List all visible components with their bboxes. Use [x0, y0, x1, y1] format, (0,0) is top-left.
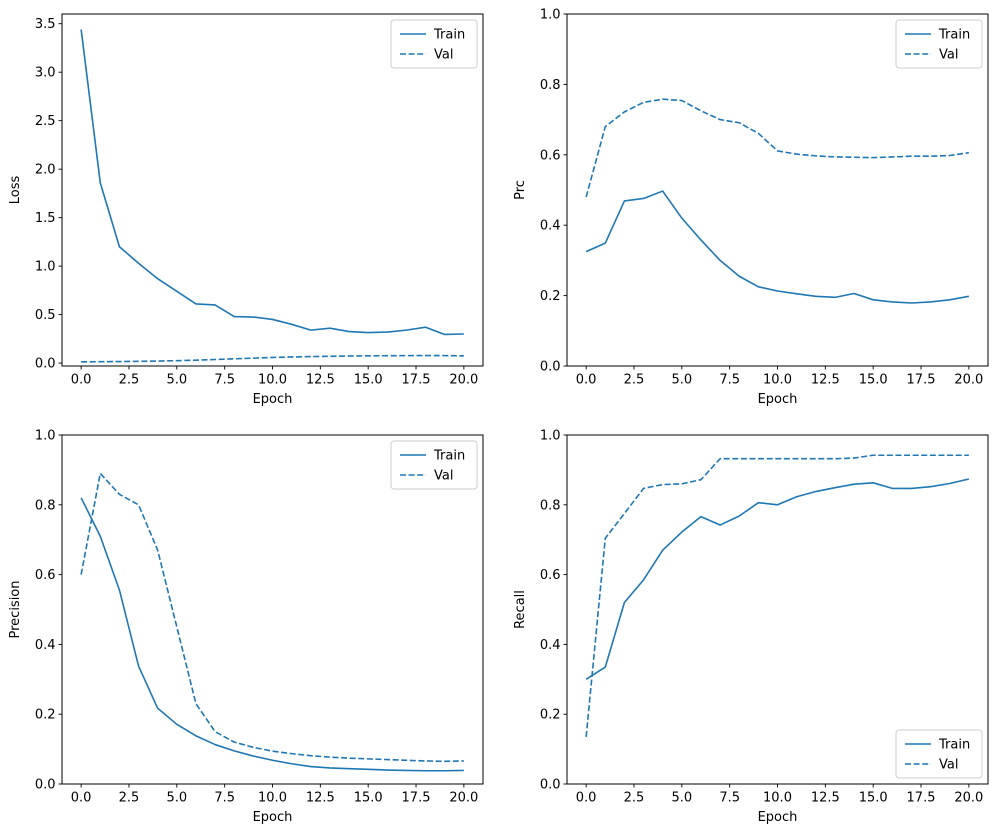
loss-chart-canvas: 0.0 2.5 5.0 7.5 10.0 12.5 15.0 17.5 20.0 0.0 0.5 1.…	[8, 13, 484, 407]
prc-chart-canvas: 0.0 2.5 5.0 7.5 10.0 12.5 15.0 17.5 20.0 0.0 0.2 0.…	[513, 8, 989, 407]
y-tick-label: 0.8	[540, 78, 561, 93]
val-line	[585, 454, 969, 737]
x-tick-label: 5.0	[671, 373, 692, 388]
y-tick-label: 0.8	[35, 498, 56, 513]
x-tick-label: 5.0	[166, 373, 187, 388]
y-tick-label: 0.6	[35, 568, 56, 583]
recall-chart-canvas: 0.0 2.5 5.0 7.5 10.0 12.5 15.0 17.5 20.0 0.0 0.2 0.…	[513, 429, 989, 825]
x-tick-label: 15.0	[354, 791, 383, 806]
x-tick-label: 20.0	[449, 791, 478, 806]
x-axis-label: Epoch	[758, 810, 798, 825]
x-tick-label: 15.0	[354, 373, 383, 388]
x-tick-label: 0.0	[576, 373, 597, 388]
x-tick-label: 20.0	[954, 373, 983, 388]
y-tick-label: 0.4	[540, 638, 561, 653]
y-tick-label: 0.5	[35, 308, 56, 323]
y-tick-label: 0.6	[540, 568, 561, 583]
x-tick-label: 12.5	[306, 373, 335, 388]
x-tick-label: 2.5	[119, 791, 140, 806]
y-tick-label: 0.2	[540, 289, 561, 304]
legend-train-label: Train	[433, 449, 465, 464]
legend	[895, 729, 983, 779]
x-tick-label: 10.0	[763, 791, 792, 806]
x-tick-label: 10.0	[763, 373, 792, 388]
legend-val-label: Val	[939, 48, 958, 63]
y-axis-label: Prc	[513, 180, 528, 200]
loss-chart: 0.0 2.5 5.0 7.5 10.0 12.5 15.0 17.5 20.0 0.0 0.5 1.…	[0, 0, 500, 419]
train-line	[585, 478, 970, 680]
precision-chart: 0.0 2.5 5.0 7.5 10.0 12.5 15.0 17.5 20.0 0.0 0.2 0.…	[0, 419, 500, 838]
x-tick-label: 0.0	[71, 373, 92, 388]
y-tick-label: 0.8	[540, 498, 561, 513]
x-tick-label: 0.0	[576, 791, 597, 806]
y-axis-label: Precision	[8, 580, 23, 638]
train-line	[585, 190, 970, 304]
precision-chart-canvas: 0.0 2.5 5.0 7.5 10.0 12.5 15.0 17.5 20.0 0.0 0.2 0.…	[8, 429, 484, 825]
legend	[390, 440, 478, 490]
y-tick-label: 1.0	[540, 429, 561, 444]
x-tick-label: 7.5	[214, 373, 235, 388]
x-tick-label: 17.5	[907, 373, 936, 388]
y-tick-label: 1.5	[35, 211, 56, 226]
y-axis-label: Loss	[8, 176, 23, 205]
x-tick-label: 7.5	[719, 373, 740, 388]
x-axis-label: Epoch	[253, 810, 293, 825]
y-tick-label: 2.5	[35, 114, 56, 129]
y-tick-label: 0.0	[35, 357, 56, 372]
legend-val-label: Val	[939, 758, 958, 773]
legend	[390, 19, 478, 69]
x-tick-label: 10.0	[258, 791, 287, 806]
x-tick-label: 20.0	[954, 791, 983, 806]
y-axis-label: Recall	[513, 590, 528, 629]
x-tick-label: 17.5	[402, 373, 431, 388]
train-line	[80, 29, 464, 336]
val-line	[81, 354, 464, 363]
y-tick-label: 0.4	[35, 638, 56, 653]
x-tick-label: 7.5	[214, 791, 235, 806]
legend-val-label: Val	[434, 48, 453, 63]
y-tick-label: 0.0	[540, 360, 561, 375]
x-tick-label: 2.5	[119, 373, 140, 388]
x-tick-label: 17.5	[907, 791, 936, 806]
y-tick-label: 3.0	[35, 66, 56, 81]
prc-chart: 0.0 2.5 5.0 7.5 10.0 12.5 15.0 17.5 20.0 0.0 0.2 0.…	[500, 0, 1001, 419]
x-tick-label: 12.5	[811, 791, 840, 806]
x-tick-label: 17.5	[402, 791, 431, 806]
x-tick-label: 2.5	[624, 373, 645, 388]
y-tick-label: 0.2	[35, 708, 56, 723]
y-tick-label: 3.5	[35, 17, 56, 32]
train-line	[80, 497, 464, 772]
legend-train-label: Train	[433, 28, 465, 43]
y-tick-label: 0.2	[540, 708, 561, 723]
x-tick-label: 5.0	[166, 791, 187, 806]
x-tick-label: 15.0	[859, 791, 888, 806]
x-tick-label: 12.5	[811, 373, 840, 388]
x-tick-label: 12.5	[306, 791, 335, 806]
x-tick-label: 2.5	[624, 791, 645, 806]
x-tick-label: 10.0	[258, 373, 287, 388]
y-tick-label: 0.4	[540, 219, 561, 234]
x-axis-label: Epoch	[253, 392, 293, 407]
y-tick-label: 0.6	[540, 148, 561, 163]
y-tick-label: 2.0	[35, 163, 56, 178]
val-line	[80, 472, 464, 763]
x-axis-label: Epoch	[758, 392, 798, 407]
x-tick-label: 15.0	[859, 373, 888, 388]
x-tick-label: 5.0	[671, 791, 692, 806]
y-tick-label: 0.0	[35, 778, 56, 793]
y-tick-label: 1.0	[35, 429, 56, 444]
x-tick-label: 7.5	[719, 791, 740, 806]
legend-train-label: Train	[938, 738, 970, 753]
val-line	[585, 98, 969, 198]
x-tick-label: 20.0	[449, 373, 478, 388]
x-tick-label: 0.0	[71, 791, 92, 806]
y-tick-label: 0.0	[540, 778, 561, 793]
y-tick-label: 1.0	[540, 8, 561, 23]
recall-chart: 0.0 2.5 5.0 7.5 10.0 12.5 15.0 17.5 20.0 0.0 0.2 0.…	[500, 419, 1001, 838]
legend	[895, 19, 983, 69]
legend-train-label: Train	[938, 28, 970, 43]
y-tick-label: 1.0	[35, 260, 56, 275]
legend-val-label: Val	[434, 469, 453, 484]
